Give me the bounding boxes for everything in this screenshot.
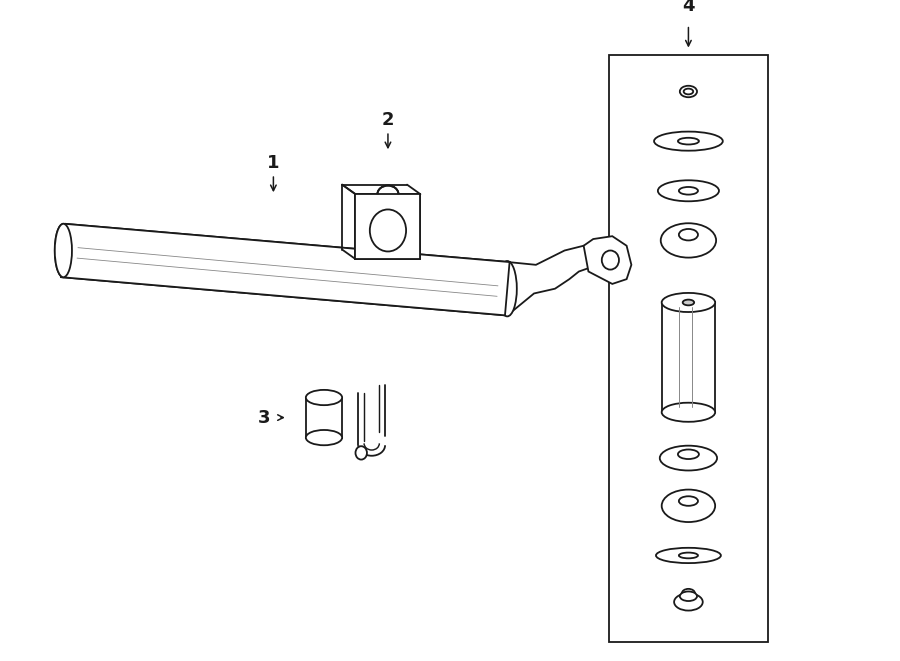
Bar [306, 397, 342, 438]
Ellipse shape [674, 594, 703, 611]
Ellipse shape [306, 390, 342, 405]
Ellipse shape [662, 293, 716, 312]
Ellipse shape [684, 89, 693, 95]
Ellipse shape [661, 223, 716, 258]
Ellipse shape [679, 187, 698, 194]
Ellipse shape [654, 132, 723, 151]
Ellipse shape [679, 553, 698, 559]
Ellipse shape [678, 449, 699, 459]
Ellipse shape [370, 210, 406, 251]
Ellipse shape [684, 593, 693, 598]
Ellipse shape [377, 186, 399, 203]
Ellipse shape [679, 229, 698, 241]
Ellipse shape [656, 548, 721, 563]
Ellipse shape [370, 210, 406, 251]
Text: 1: 1 [267, 154, 280, 173]
Ellipse shape [55, 224, 72, 277]
Text: 3: 3 [258, 408, 271, 426]
Ellipse shape [356, 446, 367, 459]
Ellipse shape [662, 403, 716, 422]
Ellipse shape [681, 589, 695, 598]
Polygon shape [61, 224, 509, 315]
Ellipse shape [602, 251, 619, 270]
Ellipse shape [678, 137, 699, 145]
Ellipse shape [55, 224, 72, 277]
Ellipse shape [680, 86, 697, 97]
Polygon shape [508, 246, 598, 315]
Polygon shape [583, 236, 632, 284]
Ellipse shape [679, 496, 698, 506]
Polygon shape [61, 224, 509, 315]
Text: 4: 4 [682, 0, 695, 15]
Bar [356, 194, 420, 259]
Ellipse shape [680, 592, 697, 601]
Bar [662, 303, 716, 412]
Ellipse shape [498, 261, 517, 317]
Ellipse shape [683, 299, 694, 305]
Ellipse shape [658, 180, 719, 202]
Bar [356, 194, 420, 259]
Ellipse shape [662, 490, 716, 522]
Ellipse shape [306, 430, 342, 446]
Bar [684, 594, 693, 604]
Text: 2: 2 [382, 111, 394, 130]
Ellipse shape [660, 446, 717, 471]
Bar [609, 56, 768, 642]
